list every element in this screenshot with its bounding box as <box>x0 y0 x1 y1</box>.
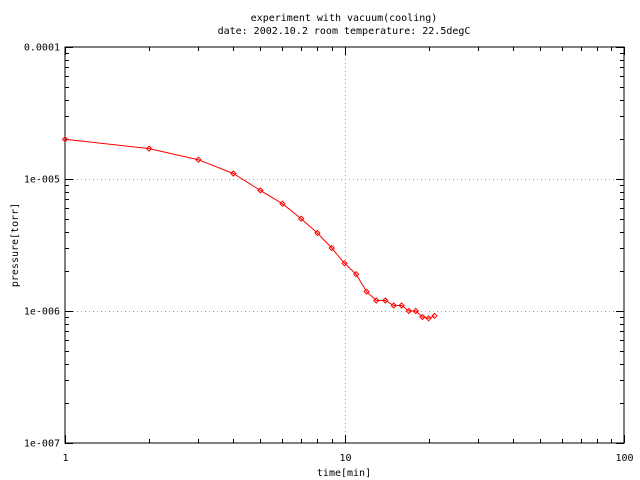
data-point <box>373 297 380 304</box>
tick-labels: 1 10 100 1e-007 1e-006 1e-005 0.0001 <box>24 43 634 465</box>
data-point <box>352 270 360 278</box>
data-point <box>419 313 426 321</box>
series-group <box>61 136 438 322</box>
x-tick-label: 100 <box>615 453 633 464</box>
data-point <box>257 187 264 194</box>
data-point <box>363 288 370 295</box>
data-point <box>61 136 69 143</box>
data-point <box>425 315 432 322</box>
y-tick-label: 1e-007 <box>24 439 60 450</box>
data-point <box>405 307 413 315</box>
x-tick-label: 1 <box>62 453 68 464</box>
y-tick-label: 0.0001 <box>24 43 60 54</box>
data-point <box>279 200 286 207</box>
data-point <box>297 215 305 222</box>
data-point <box>382 297 389 304</box>
data-point <box>195 156 202 163</box>
x-axis-label: time[min] <box>317 468 371 479</box>
chart-title: experiment with vacuum(cooling) <box>251 13 438 24</box>
data-point <box>390 302 397 309</box>
data-point <box>230 170 237 177</box>
y-tick-label: 1e-005 <box>24 175 60 186</box>
plot-area-border <box>64 46 625 444</box>
chart-subtitle: date: 2002.10.2 room temperature: 22.5de… <box>218 26 471 37</box>
y-axis-label: pressure[torr] <box>10 203 21 287</box>
x-tick-label: 10 <box>339 453 351 464</box>
y-tick-label: 1e-006 <box>24 307 60 318</box>
data-point <box>398 302 405 309</box>
data-point <box>412 307 420 315</box>
grid-lines <box>65 47 624 443</box>
data-point <box>431 312 438 320</box>
series-line <box>64 138 435 319</box>
axis-ticks <box>65 47 625 444</box>
data-point <box>341 260 348 267</box>
data-point <box>145 145 153 152</box>
data-point <box>328 244 335 252</box>
data-point <box>314 229 321 237</box>
